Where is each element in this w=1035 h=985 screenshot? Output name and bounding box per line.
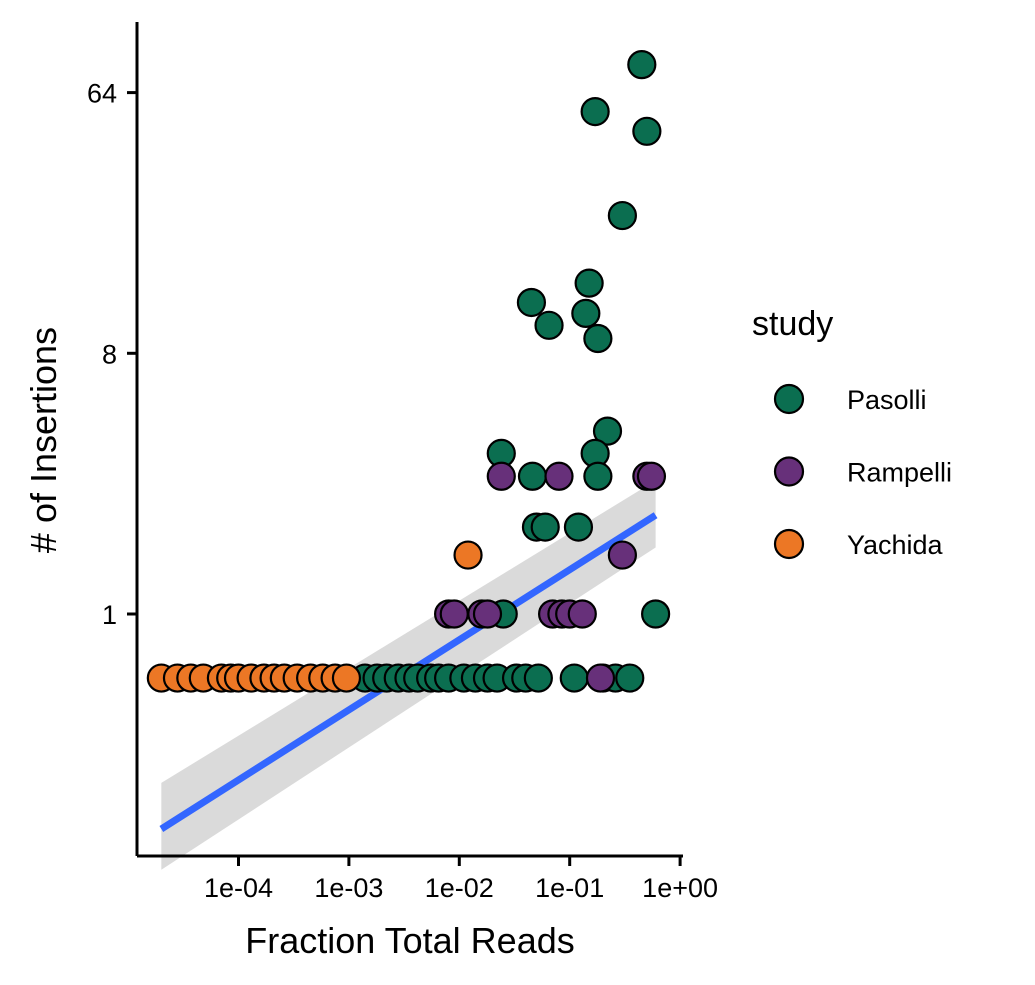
data-point <box>472 599 503 629</box>
legend-label: Rampelli <box>847 458 952 488</box>
data-point <box>607 200 637 231</box>
data-point <box>583 461 613 491</box>
data-point <box>563 512 594 542</box>
legend-key <box>773 456 805 487</box>
y-tick-label: 1 <box>102 600 117 630</box>
legend-item-pasolli: Pasolli <box>773 383 927 415</box>
x-tick-label: 1e-04 <box>204 873 273 903</box>
legend: study Pasolli Rampelli Yachida <box>752 305 952 560</box>
data-point <box>583 323 613 354</box>
data-point <box>331 663 362 693</box>
data-point <box>559 663 589 693</box>
y-tick-label: 8 <box>102 339 117 369</box>
data-point <box>585 663 616 693</box>
legend-label: Yachida <box>847 530 944 560</box>
data-point <box>486 461 516 491</box>
x-tick-label: 1e-02 <box>425 873 494 903</box>
series-yachida <box>146 540 483 693</box>
legend-key <box>773 528 805 560</box>
x-tick-label: 1e-01 <box>535 873 604 903</box>
data-point <box>615 663 645 693</box>
legend-label: Pasolli <box>847 385 927 415</box>
x-axis-ticks: 1e-04 1e-03 1e-02 1e-01 1e+00 <box>204 856 718 903</box>
x-axis-title: Fraction Total Reads <box>245 920 575 961</box>
legend-item-rampelli: Rampelli <box>773 456 952 488</box>
data-point <box>544 461 574 491</box>
legend-key <box>773 383 805 415</box>
y-tick-label: 64 <box>87 79 117 109</box>
data-point <box>534 310 564 340</box>
y-axis-title: # of Insertions <box>23 327 64 553</box>
data-point <box>530 512 560 542</box>
legend-items: Pasolli Rampelli Yachida <box>773 383 952 560</box>
data-point <box>439 599 469 629</box>
data-point <box>632 116 662 146</box>
data-point <box>636 461 667 491</box>
legend-item-yachida: Yachida <box>773 528 944 560</box>
data-point <box>516 287 547 318</box>
data-point <box>641 599 671 629</box>
x-tick-label: 1e+00 <box>642 873 718 903</box>
x-tick-label: 1e-03 <box>314 873 383 903</box>
data-point <box>607 540 637 570</box>
data-point <box>580 96 610 127</box>
data-points-layer <box>146 50 671 693</box>
data-point <box>627 50 657 80</box>
data-point <box>523 663 553 693</box>
data-point <box>567 599 597 629</box>
data-point <box>592 416 623 446</box>
data-point <box>571 298 601 328</box>
data-point <box>574 268 604 298</box>
data-point <box>453 540 483 570</box>
legend-title: study <box>752 305 833 343</box>
data-point <box>517 461 548 491</box>
series-rampelli <box>434 461 667 693</box>
